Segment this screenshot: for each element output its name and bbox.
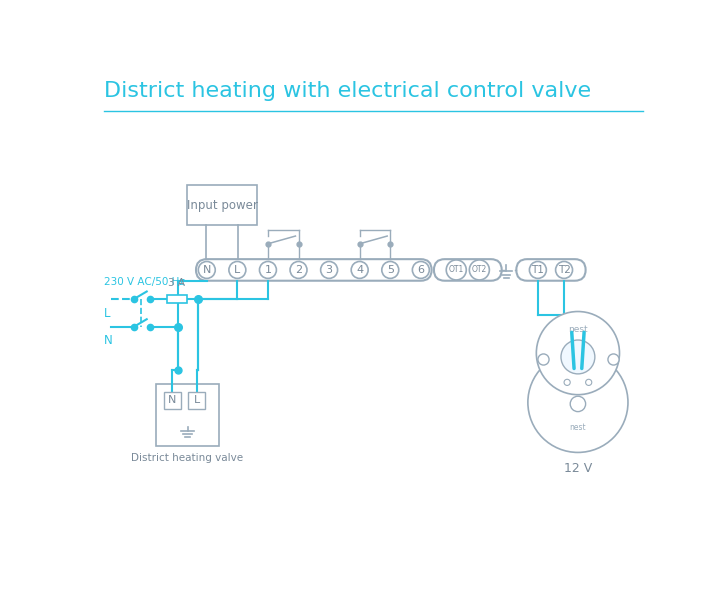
Circle shape [381, 261, 399, 279]
Text: 1: 1 [264, 265, 272, 275]
Text: District heating with electrical control valve: District heating with electrical control… [103, 81, 590, 100]
Text: N: N [202, 265, 211, 275]
FancyBboxPatch shape [156, 384, 219, 446]
Circle shape [412, 261, 430, 279]
Text: L: L [194, 395, 200, 405]
Circle shape [555, 261, 572, 279]
Text: T1: T1 [531, 265, 545, 275]
Text: L: L [234, 265, 240, 275]
Text: N: N [168, 395, 176, 405]
Circle shape [570, 396, 585, 412]
FancyBboxPatch shape [186, 185, 258, 225]
FancyBboxPatch shape [167, 295, 187, 303]
Circle shape [537, 311, 620, 394]
Circle shape [529, 261, 546, 279]
Circle shape [561, 340, 595, 374]
Circle shape [351, 261, 368, 279]
Circle shape [564, 380, 570, 386]
Circle shape [470, 260, 489, 280]
Text: L: L [103, 307, 110, 320]
Text: OT2: OT2 [472, 266, 487, 274]
Text: OT1: OT1 [448, 266, 464, 274]
Text: T2: T2 [558, 265, 571, 275]
Circle shape [320, 261, 338, 279]
Text: 4: 4 [356, 265, 363, 275]
Circle shape [585, 380, 592, 386]
Circle shape [528, 352, 628, 453]
Text: 2: 2 [295, 265, 302, 275]
Circle shape [198, 261, 215, 279]
Text: 3 A: 3 A [168, 279, 185, 289]
Text: N: N [103, 334, 112, 347]
FancyBboxPatch shape [189, 391, 205, 409]
Circle shape [229, 261, 246, 279]
Text: nest: nest [569, 422, 586, 431]
Text: 5: 5 [387, 265, 394, 275]
Circle shape [446, 260, 466, 280]
Circle shape [259, 261, 277, 279]
Text: nest: nest [568, 326, 587, 334]
Text: Input power: Input power [186, 199, 258, 211]
Text: 230 V AC/50 Hz: 230 V AC/50 Hz [103, 277, 184, 287]
FancyBboxPatch shape [164, 391, 181, 409]
FancyBboxPatch shape [196, 259, 432, 281]
Text: 12 V: 12 V [563, 462, 592, 475]
Text: 6: 6 [417, 265, 424, 275]
Text: 3: 3 [325, 265, 333, 275]
FancyBboxPatch shape [516, 259, 585, 281]
Text: District heating valve: District heating valve [132, 453, 244, 463]
FancyBboxPatch shape [434, 259, 502, 281]
Circle shape [290, 261, 307, 279]
